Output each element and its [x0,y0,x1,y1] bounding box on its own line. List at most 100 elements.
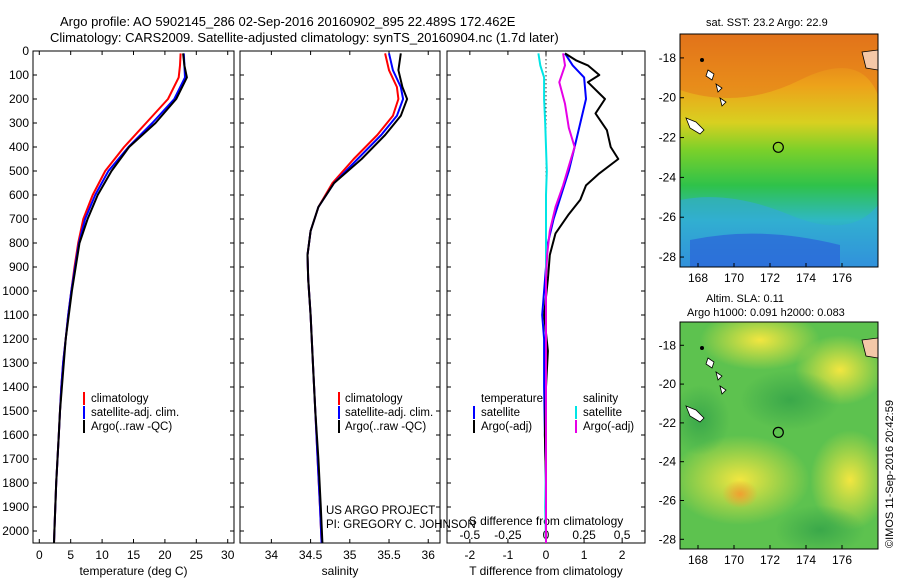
plot-frame [239,50,441,544]
x-tick-label: 172 [760,553,780,567]
series-line [53,53,188,544]
y-tick-label: 0 [22,44,29,58]
sla-low-anomaly [740,370,840,430]
y-tick-label: -22 [659,416,677,430]
y-tick-label: 300 [9,116,29,130]
y-tick-label: -18 [659,338,677,352]
island-outline [685,405,705,423]
sla-high-anomaly [810,430,878,530]
y-tick-label: -26 [659,210,677,224]
legend-label-t-satellite: satellite [481,407,520,419]
salinity-legend: climatology satellite-adj. clim. Argo(..… [338,392,433,433]
island-outline [861,49,878,71]
x-tick-label: 15 [127,548,141,562]
x-tick-label: 0 [543,548,550,562]
sst-warm-tongue [680,34,878,98]
x-tick-label: 174 [796,553,816,567]
island-outline [719,385,727,395]
island-dot [700,346,704,350]
x-tick-label: 34.5 [299,548,323,562]
y-tick-label: 1200 [2,332,29,346]
sst-map-axes: 168 170 172 174 176 -18 -20 -22 -24 -26 -28 [659,51,853,285]
legend-label-climatology: climatology [91,393,149,405]
x-tick-label: 176 [832,553,852,567]
sla-map-title: Altim. SLA: 0.11 [706,293,784,305]
sla-map-frame [679,321,879,550]
y-tick-label: 1600 [2,428,29,442]
island-outline [715,371,723,381]
x-tick-label: 35.5 [377,548,401,562]
legend-header-salinity: salinity [583,393,618,405]
x-tick-label: 1 [581,548,588,562]
legend-label-satellite: satellite-adj. clim. [91,407,179,419]
y-tick-label: 2000 [2,524,29,538]
y-tick-label: -18 [659,51,677,65]
x-tick-label: 20 [158,548,172,562]
island-outline [861,337,878,359]
legend-header-temperature: temperature [481,393,543,405]
sla-low-anomaly [775,505,865,549]
sst-map [679,33,879,268]
series-line [53,53,182,544]
y-tick-label: 200 [9,92,29,106]
y-tick-label: 1700 [2,452,29,466]
y-tick-label: 100 [9,68,29,82]
x-axis-label: salinity [322,564,359,578]
title-line-1: Argo profile: AO 5902145_286 02-Sep-2016… [60,14,516,29]
timestamp-watermark: ©IMOS 11-Sep-2016 20:42:59 [884,400,896,548]
y-tick-label: 1000 [2,284,29,298]
x-axis-label: T difference from climatology [469,564,623,578]
x-tick-label: 10 [95,548,109,562]
legend-label-argo: Argo(..raw -QC) [91,421,172,433]
y-tick-label: 500 [9,164,29,178]
x2-tick-label: 0.5 [614,528,631,542]
sla-map-subtitle: Argo h1000: 0.091 h2000: 0.083 [687,307,845,319]
legend-label-s-argo: Argo(-adj) [583,421,634,433]
y-tick-label: 1900 [2,500,29,514]
argo-location-marker [772,141,784,153]
x-tick-label: -1 [503,548,514,562]
sla-high-anomaly [700,322,820,370]
x-tick-label: 170 [724,271,744,285]
x-tick-label: 168 [688,271,708,285]
x-tick-label: 2 [619,548,626,562]
y-tick-label: 1500 [2,404,29,418]
x-tick-label: 35 [343,548,357,562]
x-tick-label: 172 [760,271,780,285]
island-outline [715,83,723,93]
sla-map-axes: 168 170 172 174 176 -18 -20 -22 -24 -26 -28 [659,338,853,567]
legend-label-argo: Argo(..raw -QC) [345,421,426,433]
y-tick-label: 1300 [2,356,29,370]
pi-credit: PI: GREGORY C. JOHNSON [326,519,476,531]
x-tick-label: 168 [688,553,708,567]
temperature-legend: climatology satellite-adj. clim. Argo(..… [83,392,179,433]
x-tick-label: 25 [190,548,204,562]
title-line-2: Climatology: CARS2009. Satellite-adjuste… [50,30,559,45]
legend-label-s-satellite: satellite [583,407,622,419]
y-tick-label: 900 [9,260,29,274]
y-tick-label: -20 [659,91,677,105]
x2-tick-label: -0.5 [460,528,481,542]
legend-label-satellite: satellite-adj. clim. [345,407,433,419]
sla-low-anomaly [680,385,730,455]
sla-map [679,321,879,550]
series-line [543,52,620,543]
plot-frame [32,50,235,544]
x-tick-label: 174 [796,271,816,285]
series-line [306,53,409,544]
salinity-panel: 34 34.5 35 35.5 36 salinity [239,50,441,578]
y-tick-label: -26 [659,493,677,507]
y-tick-label: 400 [9,140,29,154]
x-tick-label: 5 [67,548,74,562]
y-tick-label: 1800 [2,476,29,490]
series-line [53,53,186,544]
series-line [545,53,576,543]
x2-tick-label: -0.25 [494,528,522,542]
y-tick-label: -28 [659,532,677,546]
legend-label-climatology: climatology [345,393,403,405]
x-tick-label: 170 [724,553,744,567]
x-tick-label: 30 [221,548,235,562]
island-outline [705,357,715,369]
